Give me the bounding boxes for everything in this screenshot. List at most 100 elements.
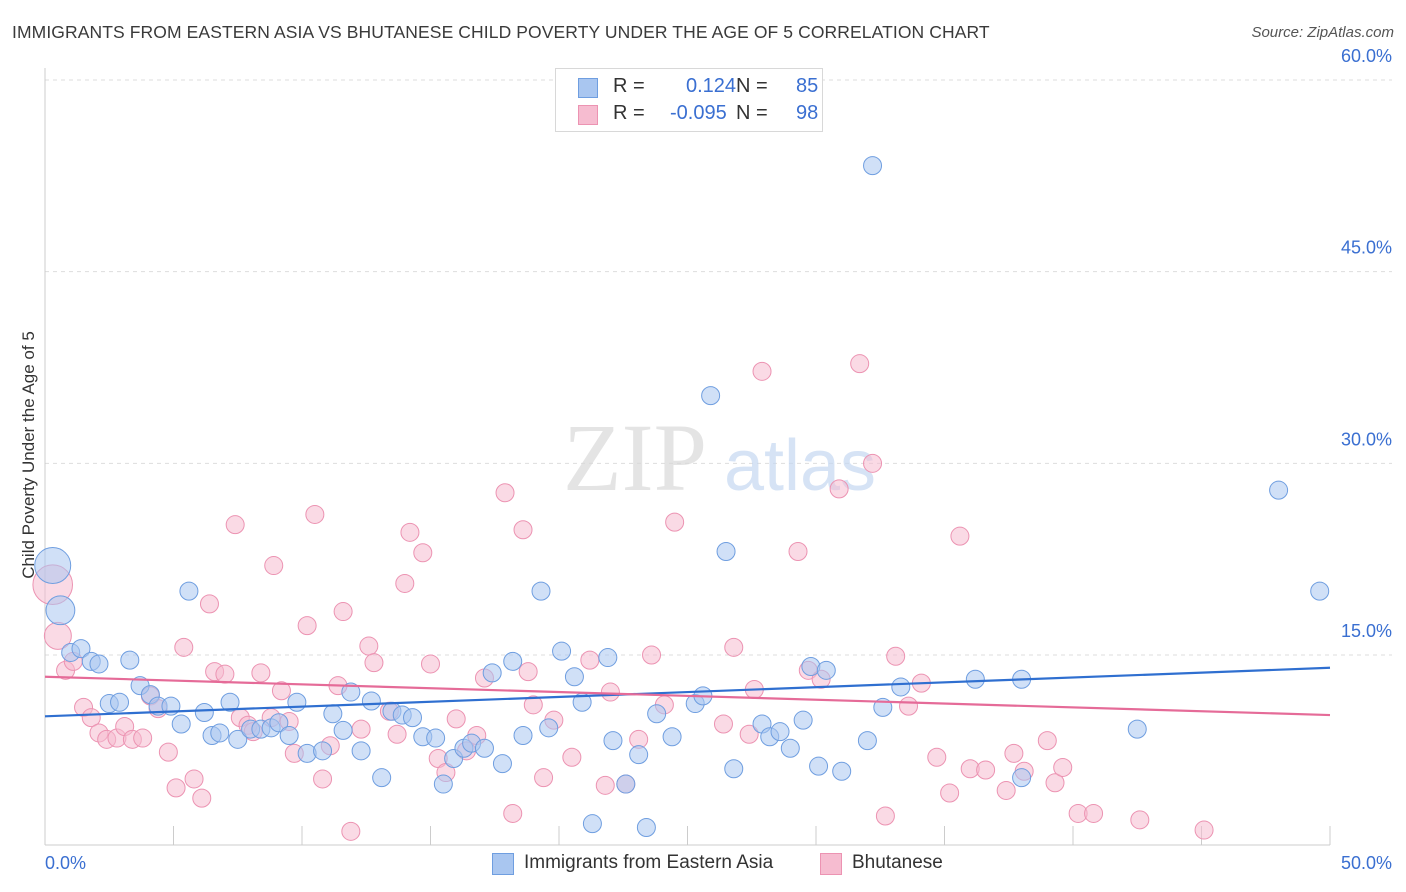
eastern-asia-point — [863, 156, 883, 176]
bhutanese-point — [395, 573, 415, 593]
bhutanese-point — [158, 742, 178, 762]
bhutanese-point — [523, 695, 543, 715]
bhutanese-trend-line — [44, 675, 1331, 717]
eastern-asia-point — [333, 720, 353, 740]
bhutanese-point — [297, 616, 317, 636]
bhutanese-point — [580, 650, 600, 670]
eastern-asia-point — [220, 692, 240, 712]
eastern-asia-point — [492, 754, 512, 774]
y-axis-label: Child Poverty Under the Age of 5 — [19, 331, 38, 579]
bhutanese-point — [421, 654, 440, 674]
y-tick-label: 15.0% — [1341, 621, 1392, 641]
bhutanese-point — [863, 453, 883, 473]
eastern-asia-point — [662, 727, 682, 747]
eastern-asia-point — [110, 692, 130, 712]
chart-title: IMMIGRANTS FROM EASTERN ASIA VS BHUTANES… — [12, 22, 990, 42]
y-tick-label: 60.0% — [1341, 46, 1392, 66]
eastern-asia-point — [194, 703, 214, 722]
eastern-asia-point — [1269, 480, 1289, 500]
eastern-asia-point — [71, 639, 91, 659]
bhutanese-point — [503, 803, 523, 823]
legend-label-eastern-asia: Immigrants from Eastern Asia — [524, 852, 774, 873]
eastern-asia-point — [503, 651, 523, 671]
bhutanese-point — [174, 637, 194, 657]
bhutanese-point — [446, 709, 466, 729]
bhutanese-point — [133, 728, 153, 748]
eastern-asia-point — [629, 745, 649, 765]
bhutanese-point — [1004, 743, 1024, 763]
bhutanese-point — [788, 542, 808, 561]
bhutanese-point — [359, 636, 379, 656]
eastern-asia-point — [313, 741, 333, 761]
eastern-asia-point — [341, 682, 361, 702]
bhutanese-point — [333, 602, 353, 622]
legend-n-value: 98 — [796, 102, 819, 124]
bhutanese-point — [215, 664, 235, 684]
bhutanese-point — [752, 361, 772, 381]
eastern-asia-point — [361, 691, 381, 711]
eastern-asia-point — [403, 708, 423, 728]
bhutanese-point — [850, 354, 870, 374]
legend-r-value: -0.095 — [670, 102, 727, 124]
eastern-asia-point — [647, 704, 667, 724]
legend-r-label: R = — [613, 75, 645, 97]
bhutanese-point — [886, 646, 906, 666]
eastern-asia-point — [552, 641, 572, 661]
eastern-asia-point — [372, 768, 392, 788]
bhutanese-point — [940, 783, 960, 803]
eastern-asia-point — [636, 818, 656, 837]
legend-swatch-blue — [492, 853, 514, 875]
bhutanese-point — [724, 637, 744, 657]
bhutanese-point — [364, 653, 384, 673]
bhutanese-point — [1037, 731, 1057, 751]
eastern-asia-point — [34, 547, 72, 585]
eastern-asia-point — [89, 654, 109, 674]
bhutanese-point — [1194, 820, 1214, 840]
legend-swatch-pink — [578, 105, 598, 125]
eastern-asia-point — [616, 774, 636, 794]
bhutanese-point — [642, 645, 662, 665]
eastern-asia-point — [513, 726, 533, 745]
y-tick-label: 45.0% — [1341, 238, 1392, 258]
bhutanese-point — [1130, 810, 1150, 830]
legend-n-label: N = — [736, 75, 768, 97]
y-tick-label: 30.0% — [1341, 429, 1392, 449]
bhutanese-point — [400, 522, 420, 542]
bhutanese-point — [192, 788, 212, 808]
eastern-asia-point — [539, 718, 559, 738]
bhutanese-point — [351, 719, 371, 739]
eastern-asia-point — [1310, 581, 1330, 601]
bhutanese-point — [595, 775, 615, 795]
bhutanese-point — [829, 479, 849, 499]
bhutanese-point — [518, 662, 538, 682]
bhutanese-point — [534, 768, 554, 788]
x-tick-label: 50.0% — [1341, 853, 1392, 873]
eastern-asia-point — [287, 692, 307, 712]
bhutanese-point — [81, 708, 101, 728]
eastern-asia-point — [701, 386, 721, 406]
bhutanese-point — [899, 696, 919, 716]
bhutanese-point — [184, 769, 204, 789]
correlation-legend: R = 0.124 N = 85 R = -0.095 N = 98 — [555, 68, 823, 132]
eastern-asia-point — [564, 667, 584, 687]
eastern-asia-point — [770, 722, 790, 742]
source-label: Source: ZipAtlas.com — [1251, 24, 1394, 41]
bhutanese-point — [495, 483, 515, 503]
eastern-asia-point — [482, 663, 502, 683]
eastern-asia-point — [603, 731, 623, 751]
eastern-asia-point — [1127, 719, 1147, 739]
eastern-asia-points — [34, 156, 1330, 837]
bhutanese-point — [313, 769, 333, 789]
trend-lines — [44, 666, 1331, 718]
eastern-asia-point — [351, 741, 371, 761]
axes — [44, 68, 1331, 846]
legend-n-label: N = — [736, 102, 768, 124]
legend-label-bhutanese: Bhutanese — [852, 852, 943, 873]
bhutanese-point — [600, 682, 620, 702]
eastern-asia-point — [120, 650, 140, 670]
legend-n-value: 85 — [796, 75, 819, 97]
bhutanese-point — [713, 714, 733, 734]
bhutanese-point — [387, 724, 407, 744]
eastern-asia-point — [832, 761, 852, 781]
